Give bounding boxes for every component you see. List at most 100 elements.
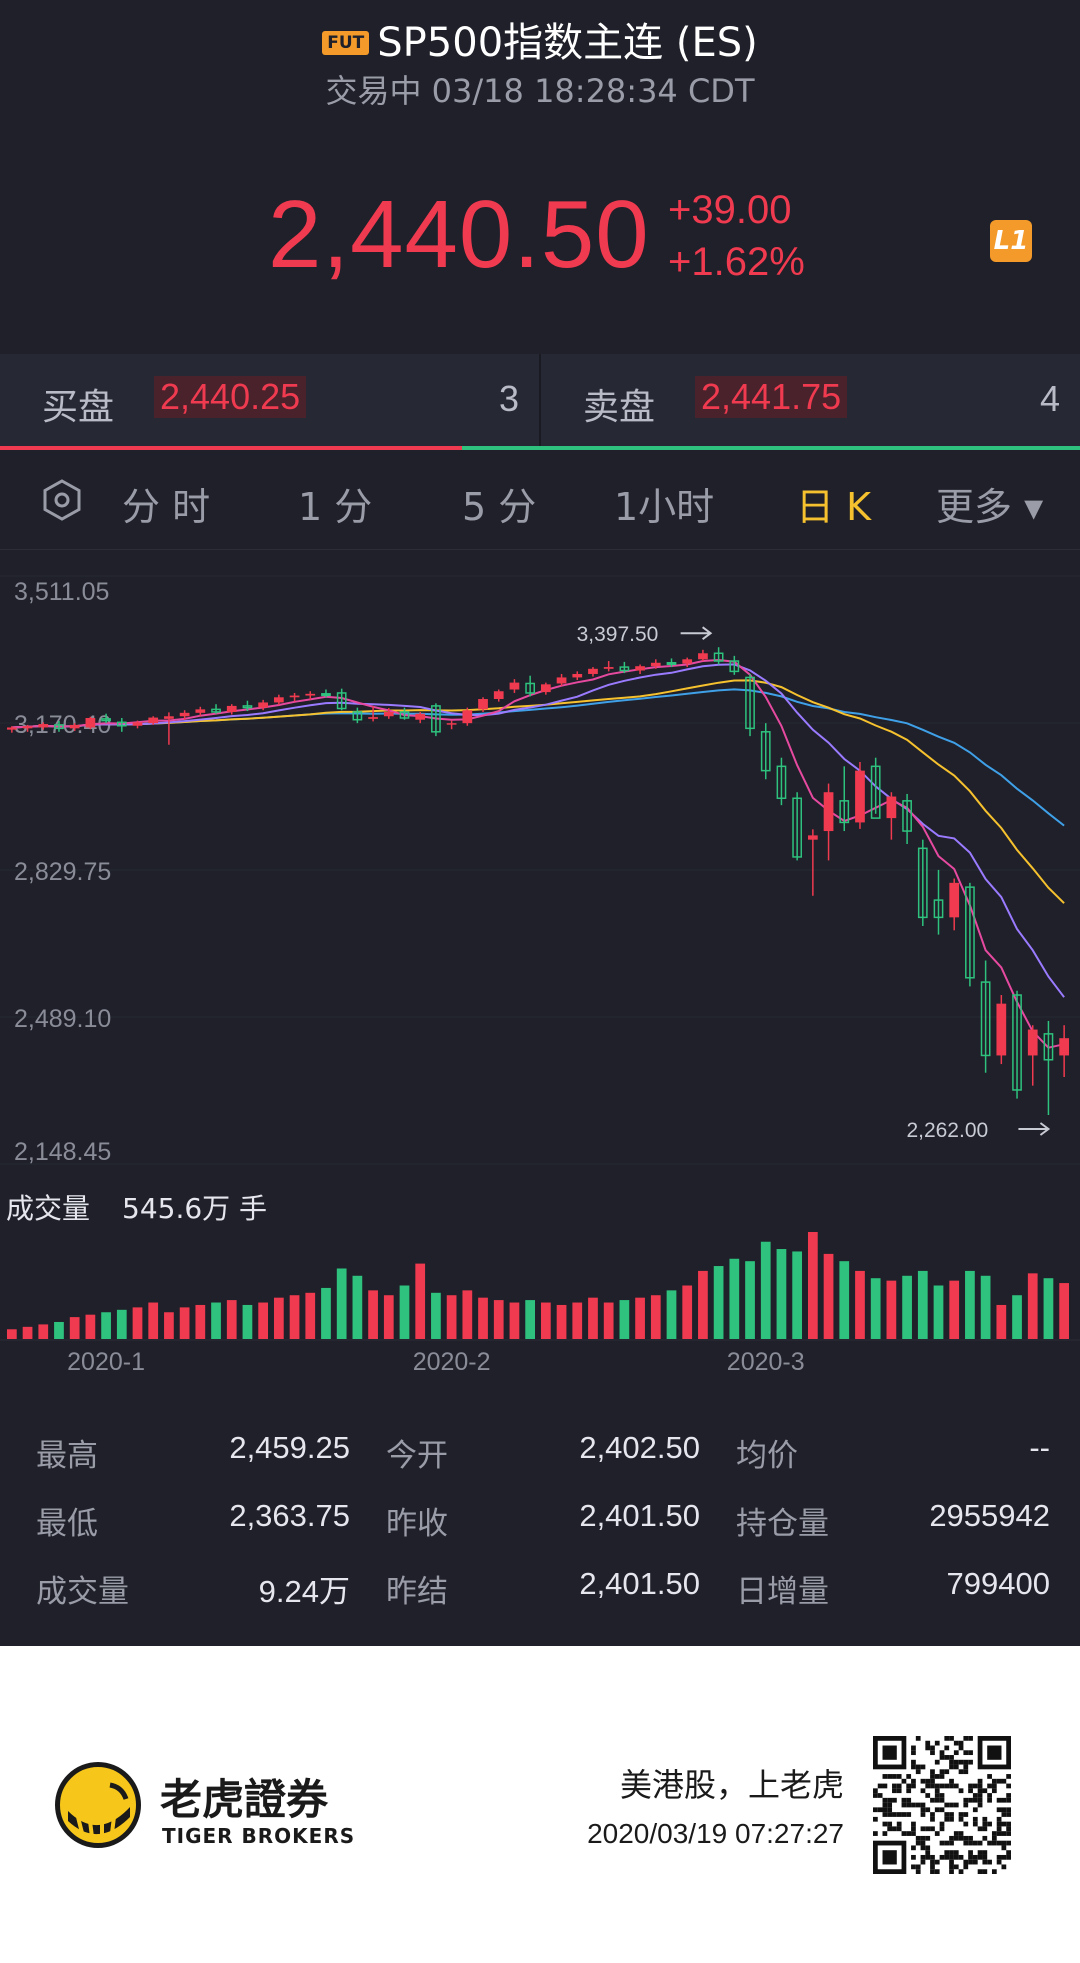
volume-bar bbox=[38, 1324, 49, 1339]
candle-body-up bbox=[462, 710, 473, 724]
volume-bar bbox=[69, 1317, 80, 1339]
ma30-line bbox=[11, 688, 1065, 827]
candle-body-down bbox=[336, 692, 347, 710]
tiger-logo-icon bbox=[55, 1762, 141, 1848]
candle-body-up bbox=[226, 705, 237, 712]
candle-body-up bbox=[650, 662, 661, 667]
bid-section: 买盘 2,440.25 3 bbox=[0, 354, 539, 446]
y-tick-label: 3,511.05 bbox=[14, 578, 109, 606]
page-title: FUT SP500指数主连 (ES) bbox=[0, 10, 1080, 68]
high-marker-arrow bbox=[680, 626, 713, 641]
candle-body-down bbox=[321, 693, 331, 697]
volume-bar bbox=[101, 1312, 111, 1339]
settings-hexagon-icon[interactable] bbox=[40, 478, 84, 522]
ask-quantity: 4 bbox=[1039, 378, 1060, 419]
volume-bar bbox=[336, 1268, 347, 1339]
tab-daily-k[interactable]: 日 K bbox=[796, 485, 871, 529]
candle-body-down bbox=[792, 797, 803, 858]
volume-bar bbox=[54, 1321, 64, 1339]
volume-bar bbox=[556, 1304, 567, 1339]
volume-bar bbox=[321, 1287, 331, 1339]
volume-bar bbox=[415, 1263, 426, 1339]
volume-bar bbox=[273, 1297, 284, 1339]
volume-bar bbox=[839, 1261, 850, 1339]
volume-bar bbox=[588, 1297, 598, 1339]
y-tick-label: 2,148.45 bbox=[14, 1138, 111, 1166]
volume-bar bbox=[682, 1285, 693, 1339]
low-marker-label: 2,262.00 bbox=[906, 1119, 988, 1142]
candle-body-down bbox=[870, 765, 881, 819]
candle-body-down bbox=[666, 662, 677, 666]
candle-body-down bbox=[917, 847, 928, 919]
candle-body-up bbox=[446, 723, 457, 725]
low-marker-arrow bbox=[1018, 1122, 1051, 1136]
candle-body-up bbox=[415, 713, 426, 720]
candle-body-up bbox=[289, 695, 300, 698]
volume-bar bbox=[886, 1280, 897, 1339]
kline-chart[interactable]: 3,511.05 3,170.40 2,829.75 2,489.10 2,148.45… bbox=[0, 552, 1080, 1382]
volume-bar bbox=[383, 1295, 394, 1339]
candle-body-down bbox=[776, 765, 787, 800]
candle-body-down bbox=[745, 676, 755, 730]
candle-body-up bbox=[164, 716, 174, 719]
x-tick-label: 2020-1 bbox=[67, 1348, 145, 1376]
volume-bar bbox=[713, 1266, 724, 1339]
volume-bar bbox=[226, 1300, 237, 1339]
candle-body-down bbox=[399, 711, 410, 719]
candle-body-up bbox=[996, 1003, 1007, 1056]
candle-body-up bbox=[148, 717, 159, 724]
candle-body-up bbox=[1027, 1029, 1038, 1056]
candle-body-down bbox=[902, 800, 912, 832]
candle-body-up bbox=[258, 702, 269, 708]
volume-bar bbox=[1043, 1278, 1054, 1339]
bid-ask-divider bbox=[539, 354, 541, 446]
candle-body-up bbox=[949, 882, 960, 918]
volume-bar bbox=[760, 1241, 771, 1339]
candle-body-up bbox=[588, 668, 598, 674]
candle-body-up bbox=[540, 684, 551, 693]
volume-bar bbox=[1012, 1295, 1022, 1339]
level1-icon[interactable]: L1 bbox=[990, 220, 1032, 262]
volume-bar bbox=[525, 1300, 536, 1339]
x-tick-label: 2020-3 bbox=[727, 1348, 805, 1376]
volume-bar bbox=[132, 1307, 143, 1339]
candle-body-up bbox=[368, 717, 378, 719]
candle-body-up bbox=[383, 711, 394, 717]
candle-body-up bbox=[855, 770, 865, 823]
share-timestamp: 2020/03/19 07:27:27 bbox=[587, 1818, 844, 1849]
tab-1hour[interactable]: 1小时 bbox=[614, 485, 715, 529]
candle-body-down bbox=[1012, 994, 1022, 1091]
candle-body-up bbox=[682, 659, 693, 664]
tab-more[interactable]: 更多 ▾ bbox=[936, 485, 1044, 529]
fut-badge: FUT bbox=[322, 31, 370, 55]
tab-1min[interactable]: 1 分 bbox=[298, 485, 373, 529]
volume-value: 545.6万 手 bbox=[122, 1192, 267, 1225]
volume-bar bbox=[776, 1249, 787, 1339]
volume-bar bbox=[745, 1261, 755, 1339]
candle-body-down bbox=[619, 666, 630, 672]
high-marker-label: 3,397.50 bbox=[577, 623, 659, 646]
volume-bar bbox=[6, 1329, 17, 1339]
volume-bar bbox=[352, 1275, 363, 1339]
price-change: +39.00 bbox=[668, 188, 792, 232]
candle-body-up bbox=[195, 709, 206, 713]
volume-bar bbox=[242, 1304, 253, 1339]
volume-bar bbox=[870, 1278, 881, 1339]
ask-strength-bar bbox=[462, 446, 1080, 450]
candle-body-up bbox=[556, 677, 567, 684]
kline-chart-canvas[interactable]: 3,511.053,170.402,829.752,489.102,148.45… bbox=[0, 552, 1080, 1382]
volume-bar bbox=[211, 1302, 221, 1339]
volume-bar bbox=[792, 1251, 803, 1339]
volume-bar bbox=[666, 1290, 677, 1339]
volume-bar bbox=[85, 1314, 96, 1339]
volume-bar bbox=[540, 1302, 551, 1339]
candle-body-up bbox=[6, 727, 17, 730]
volume-bar bbox=[462, 1290, 473, 1339]
volume-bar bbox=[368, 1290, 378, 1339]
volume-bar bbox=[431, 1292, 441, 1339]
candle-body-down bbox=[713, 652, 724, 662]
volume-bar bbox=[509, 1302, 520, 1339]
tab-timeshare[interactable]: 分 时 bbox=[122, 485, 211, 529]
tab-5min[interactable]: 5 分 bbox=[462, 485, 537, 529]
volume-bar bbox=[116, 1309, 127, 1339]
